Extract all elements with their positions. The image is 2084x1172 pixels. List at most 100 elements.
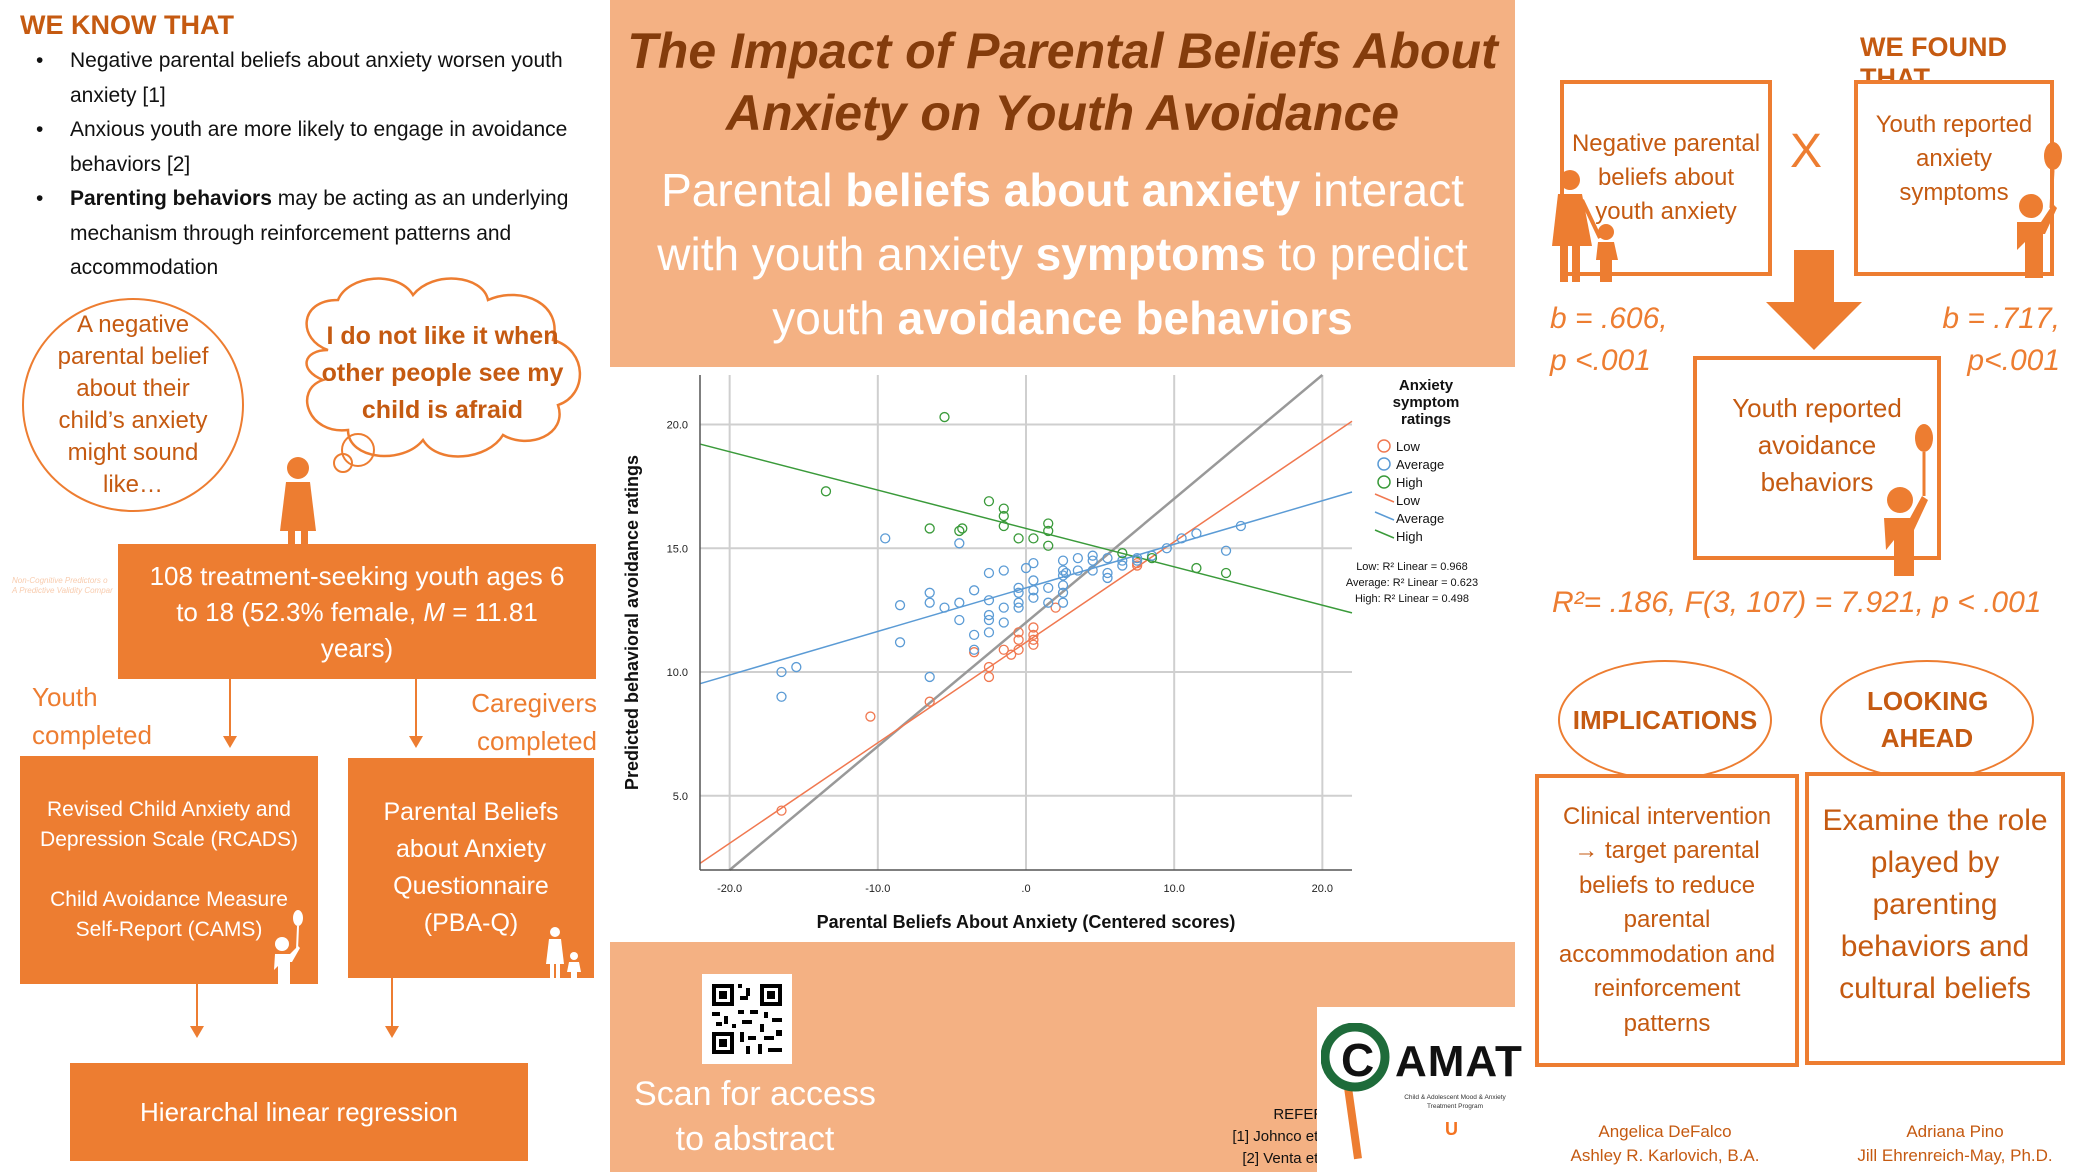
data-point-low bbox=[998, 644, 1009, 655]
data-point-average bbox=[791, 661, 802, 673]
background-item-text: Negative parental beliefs about anxiety … bbox=[70, 49, 563, 107]
data-point-average bbox=[968, 629, 980, 641]
data-point-average bbox=[1028, 557, 1039, 569]
legend-label: Low bbox=[1396, 493, 1420, 508]
data-point-low bbox=[1006, 649, 1017, 660]
sample-text-pre: 108 treatment-seeking youth ages 6 to 18… bbox=[149, 560, 565, 627]
footer-panel: Scan for access to abstract REFERENCES: … bbox=[610, 942, 1522, 1172]
data-point-low bbox=[1013, 644, 1024, 655]
arrow-down-icon bbox=[385, 1026, 399, 1038]
data-point-average bbox=[1102, 552, 1113, 564]
magnifier-logo-icon bbox=[1321, 1023, 1390, 1160]
legend-label: High bbox=[1396, 475, 1423, 490]
thought-cloud bbox=[305, 277, 582, 473]
data-point-average bbox=[1057, 555, 1069, 566]
sample-text: 108 treatment-seeking youth ages 6 to 18… bbox=[137, 558, 577, 666]
data-point-average bbox=[968, 585, 980, 596]
data-point-average bbox=[1161, 543, 1172, 554]
data-point-average bbox=[1020, 562, 1032, 574]
logo-wordmark: AMAT bbox=[1395, 1037, 1523, 1086]
x-axis-title: Parental Beliefs About Anxiety (Centered… bbox=[817, 912, 1236, 932]
youth-anxiety-text: Youth reported anxiety symptoms bbox=[1875, 111, 2033, 206]
authors-right: Adriana Pino Jill Ehrenreich-May, Ph.D. bbox=[1830, 1120, 2080, 1168]
camat-logo: C AMAT Child & Adolescent Mood & Anxiety… bbox=[1317, 1007, 1522, 1172]
rcads-measure: Revised Child Anxiety and Depression Sca… bbox=[40, 798, 298, 851]
child-balloon-icon bbox=[2017, 142, 2062, 278]
youth-coefficient: b = .717, p<.001 bbox=[1900, 298, 2060, 382]
pbaq-measure: Parental Beliefs about Anxiety Questionn… bbox=[383, 798, 559, 937]
data-point-average bbox=[1057, 587, 1069, 598]
data-point-low bbox=[1028, 634, 1039, 645]
background-item-text: Anxious youth are more likely to engage … bbox=[70, 118, 568, 176]
fit-line-average bbox=[699, 491, 1353, 685]
data-point-low bbox=[983, 671, 995, 683]
data-point-average bbox=[954, 597, 965, 608]
data-point-high bbox=[1043, 518, 1054, 529]
data-point-average bbox=[954, 614, 965, 626]
logo-letter: C bbox=[1341, 1034, 1375, 1086]
sample-box: 108 treatment-seeking youth ages 6 to 18… bbox=[118, 544, 596, 679]
x-tick-label: -20.0 bbox=[717, 883, 742, 895]
arrow-down-icon bbox=[190, 1026, 204, 1038]
data-point-low bbox=[1013, 627, 1024, 638]
data-point-average bbox=[983, 627, 995, 638]
implications-label: IMPLICATIONS bbox=[1572, 704, 1758, 735]
data-point-average bbox=[983, 595, 995, 606]
watermark-line: A Predictive Validity Compar bbox=[12, 586, 113, 595]
data-point-average bbox=[1028, 585, 1039, 596]
background-item: Negative parental beliefs about anxiety … bbox=[36, 44, 608, 113]
data-point-average bbox=[1117, 555, 1128, 566]
x-tick-label: -10.0 bbox=[865, 883, 890, 895]
background-item: Parenting behaviors may be acting as an … bbox=[36, 182, 608, 286]
belief-circle-text: A negative parental belief about their c… bbox=[57, 311, 209, 498]
data-point-average bbox=[924, 597, 935, 608]
legend-label: Average bbox=[1396, 457, 1444, 472]
p-value-left: p <.001 bbox=[1550, 344, 1651, 377]
subtitle-part: Parental bbox=[661, 164, 846, 216]
implications-text: Clinical intervention → target parental … bbox=[1558, 802, 1776, 1037]
data-point-high bbox=[1146, 552, 1158, 564]
data-point-average bbox=[1013, 587, 1024, 598]
data-point-average bbox=[924, 587, 935, 598]
data-point-average bbox=[1087, 550, 1098, 561]
data-point-average bbox=[1072, 565, 1084, 576]
scan-instruction: Scan for access to abstract bbox=[634, 1075, 876, 1158]
data-point-average bbox=[1013, 602, 1024, 613]
subtitle-part: interact with youth anxiety bbox=[657, 164, 1464, 280]
data-point-high bbox=[954, 525, 965, 537]
data-point-low bbox=[1028, 622, 1039, 633]
data-point-average bbox=[880, 533, 891, 544]
model-statistics: R²= .186, F(3, 107) = 7.921, p < .001 bbox=[1552, 586, 2042, 619]
data-point-average bbox=[1057, 570, 1069, 581]
legend-line-high bbox=[1374, 529, 1395, 539]
looking-ahead-box: Examine the role played by parenting beh… bbox=[1805, 772, 2065, 1065]
parent-child-icon bbox=[1552, 170, 1618, 282]
qr-code-icon[interactable] bbox=[702, 974, 792, 1064]
data-point-average bbox=[894, 637, 906, 648]
arrow-line bbox=[229, 679, 231, 736]
legend-line-average bbox=[1374, 511, 1395, 521]
authors-left: Angelica DeFalco Ashley R. Karlovich, B.… bbox=[1535, 1120, 1795, 1168]
data-point-average bbox=[998, 617, 1009, 628]
regression-box: Hierarchal linear regression bbox=[70, 1063, 528, 1161]
legend-marker-high bbox=[1377, 475, 1391, 489]
x-tick-label: 10.0 bbox=[1163, 883, 1184, 895]
looking-ahead-text: Examine the role played by parenting beh… bbox=[1822, 804, 2048, 1005]
data-point-low bbox=[1028, 639, 1039, 650]
legend-marker-low bbox=[1377, 439, 1391, 453]
data-point-average bbox=[1176, 533, 1187, 544]
data-point-average bbox=[1028, 592, 1039, 603]
data-point-low bbox=[1013, 634, 1024, 645]
data-point-high bbox=[1220, 567, 1232, 579]
data-point-average bbox=[983, 567, 995, 579]
arrow-line bbox=[391, 978, 393, 1026]
data-point-average bbox=[1102, 567, 1113, 579]
data-point-high bbox=[998, 503, 1009, 514]
sample-text-italic: M bbox=[423, 596, 446, 627]
data-point-average bbox=[983, 614, 995, 626]
legend-label: Average bbox=[1396, 511, 1444, 526]
author-name: Ashley R. Karlovich, B.A. bbox=[1570, 1146, 1760, 1165]
title-panel: The Impact of Parental Beliefs About Anx… bbox=[610, 0, 1515, 367]
data-point-average bbox=[998, 602, 1009, 613]
data-point-high bbox=[939, 411, 950, 423]
